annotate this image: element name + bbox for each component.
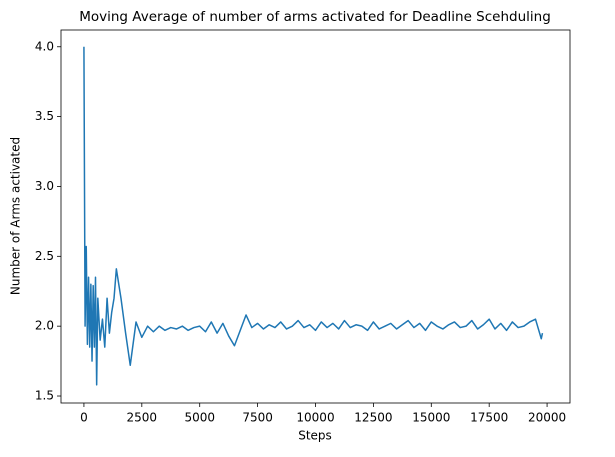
x-tick-label: 2500	[127, 411, 158, 425]
y-axis-label: Number of Arms activated	[9, 137, 23, 295]
x-tick-label: 5000	[184, 411, 215, 425]
y-tick-label: 3.5	[35, 109, 54, 123]
x-tick-label: 15000	[412, 411, 450, 425]
x-tick-label: 20000	[528, 411, 566, 425]
y-tick-label: 1.5	[35, 389, 54, 403]
x-tick-label: 17500	[470, 411, 508, 425]
y-tick-label: 4.0	[35, 39, 54, 53]
plot-frame	[60, 29, 571, 404]
y-tick-label: 2.5	[35, 249, 54, 263]
x-tick-label: 0	[80, 411, 88, 425]
x-tick-label: 7500	[242, 411, 273, 425]
y-tick-label: 3.0	[35, 179, 54, 193]
chart-title: Moving Average of number of arms activat…	[79, 9, 551, 25]
x-tick-label: 12500	[354, 411, 392, 425]
x-tick-label: 10000	[296, 411, 334, 425]
x-axis-label: Steps	[298, 429, 332, 443]
data-line	[83, 46, 544, 386]
y-tick-label: 2.0	[35, 319, 54, 333]
